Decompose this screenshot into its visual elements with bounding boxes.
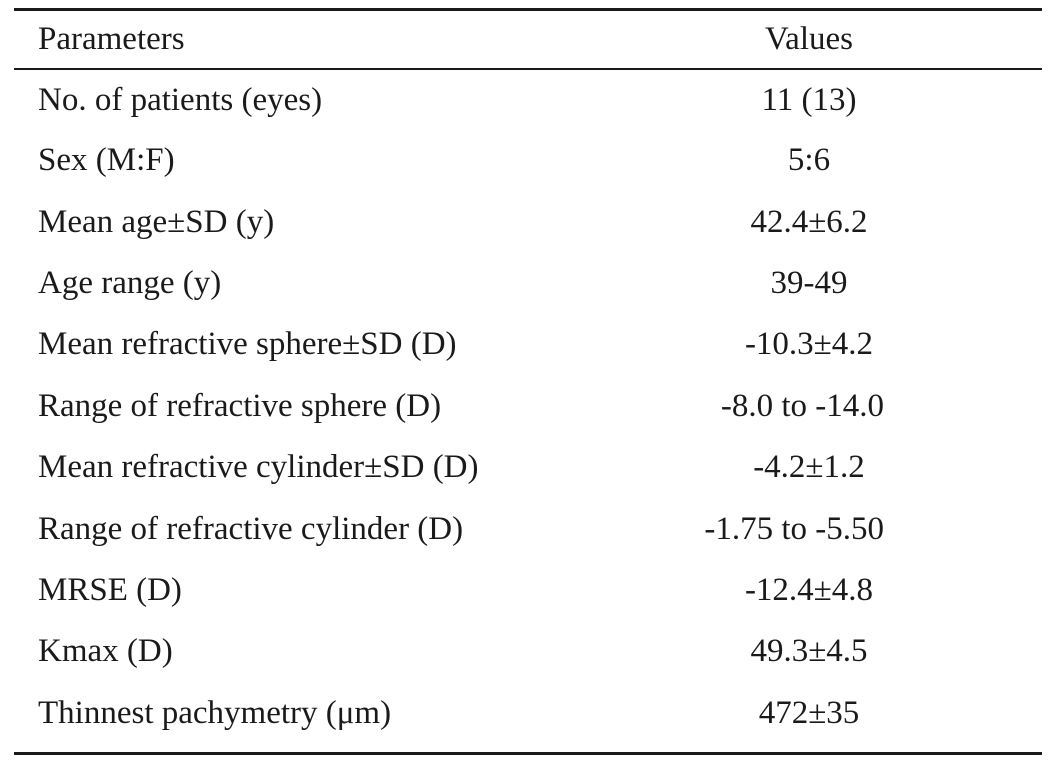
row-parameter: Range of refractive sphere (D) — [38, 387, 442, 424]
row-parameter: Mean age±SD (y) — [38, 203, 275, 240]
table-header-rule — [14, 68, 1042, 70]
header-parameters: Parameters — [38, 21, 185, 57]
row-parameter: Thinnest pachymetry (μm) — [38, 694, 392, 731]
row-parameter: Mean refractive cylinder±SD (D) — [38, 449, 479, 486]
table-row: Age range (y) 39-49 — [14, 253, 1042, 314]
row-parameter: Mean refractive sphere±SD (D) — [38, 326, 457, 363]
table-row: Sex (M:F) 5:6 — [14, 130, 1042, 191]
row-value: 472±35 — [758, 694, 860, 731]
table-row: Range of refractive cylinder (D) -1.75 t… — [14, 498, 1042, 559]
row-parameter: Kmax (D) — [38, 633, 173, 670]
row-value: 39-49 — [770, 264, 848, 301]
table-row: Range of refractive sphere (D) -8.0 to -… — [14, 376, 1042, 437]
row-parameter: Range of refractive cylinder (D) — [38, 510, 464, 547]
table-body: No. of patients (eyes) 11 (13) Sex (M:F)… — [14, 70, 1042, 752]
table-row: No. of patients (eyes) 11 (13) — [14, 70, 1042, 130]
table-top-rule — [14, 8, 1042, 11]
row-parameter: MRSE (D) — [38, 571, 182, 608]
table-header-row: Parameters Values — [14, 11, 1042, 68]
row-value: -1.75 to -5.50 — [704, 510, 884, 547]
table-row: Mean age±SD (y) 42.4±6.2 — [14, 191, 1042, 252]
row-value: 5:6 — [787, 142, 831, 179]
table-row: Mean refractive cylinder±SD (D) -4.2±1.2 — [14, 437, 1042, 498]
row-value: -8.0 to -14.0 — [720, 387, 884, 424]
row-parameter: Age range (y) — [38, 264, 222, 301]
table-row: MRSE (D) -12.4±4.8 — [14, 560, 1042, 621]
header-values: Values — [765, 21, 853, 57]
parameters-table: Parameters Values No. of patients (eyes)… — [14, 8, 1042, 755]
row-value: 49.3±4.5 — [750, 633, 868, 670]
row-value: 42.4±6.2 — [750, 203, 868, 240]
row-value: -10.3±4.2 — [744, 326, 874, 363]
row-value: -12.4±4.8 — [744, 571, 874, 608]
table-row: Mean refractive sphere±SD (D) -10.3±4.2 — [14, 314, 1042, 375]
row-value: 11 (13) — [761, 81, 857, 118]
row-parameter: Sex (M:F) — [38, 142, 175, 179]
row-parameter: No. of patients (eyes) — [38, 81, 323, 118]
row-value: -4.2±1.2 — [753, 449, 865, 486]
table-row: Thinnest pachymetry (μm) 472±35 — [14, 683, 1042, 744]
table-row: Kmax (D) 49.3±4.5 — [14, 621, 1042, 682]
table-bottom-rule — [14, 751, 1042, 755]
